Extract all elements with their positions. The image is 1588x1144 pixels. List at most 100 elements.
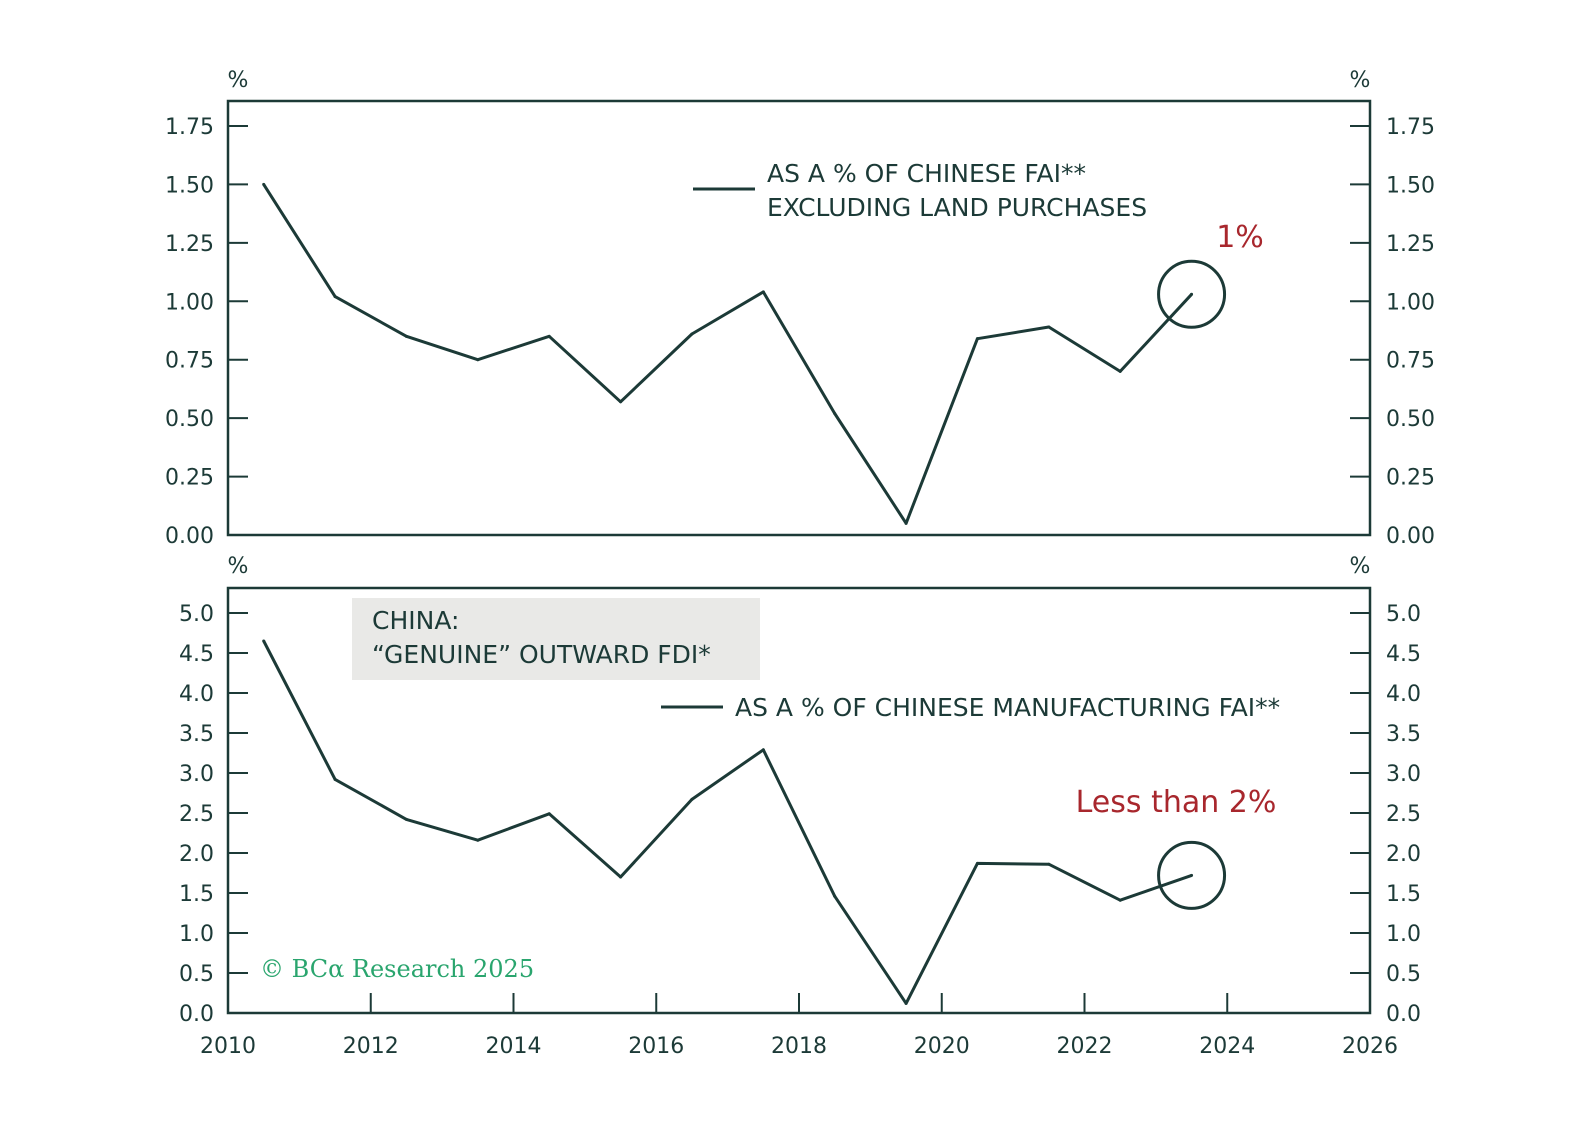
top-ytick-label-left: 1.25	[165, 232, 214, 257]
bottom-ytick-label-left: 2.5	[179, 802, 214, 827]
top-annotation: 1%	[1216, 220, 1264, 255]
bottom-ytick-label-left: 4.0	[179, 682, 214, 707]
top-series-line	[262, 183, 1193, 525]
bottom-ytick-label-right: 1.0	[1386, 922, 1421, 947]
top-data-point	[547, 334, 551, 338]
bottom-ytick-label-right: 0.5	[1386, 962, 1421, 987]
bottom-annotation: Less than 2%	[1076, 785, 1277, 820]
bottom-ytick-label-right: 3.0	[1386, 762, 1421, 787]
top-legend-line-1: AS A % OF CHINESE FAI**	[767, 159, 1086, 188]
bottom-ytick-label-left: 0.0	[179, 1002, 214, 1027]
bottom-ytick-label-right: 4.0	[1386, 682, 1421, 707]
bottom-ytick-label-left: 2.0	[179, 842, 214, 867]
top-data-point	[476, 358, 480, 362]
bottom-ytick-label-right: 1.5	[1386, 882, 1421, 907]
top-ytick-label-right: 1.75	[1386, 115, 1435, 140]
bottom-series-points	[262, 639, 1194, 1005]
bottom-data-point	[404, 817, 408, 821]
bottom-data-point	[1190, 873, 1194, 877]
x-tick-label: 2020	[914, 1034, 970, 1059]
top-legend: AS A % OF CHINESE FAI** EXCLUDING LAND P…	[693, 159, 1147, 222]
bottom-ytick-label-left: 4.5	[179, 642, 214, 667]
top-data-point	[1118, 369, 1122, 373]
bottom-ytick-label-right: 4.5	[1386, 642, 1421, 667]
title-line-2: “GENUINE” OUTWARD FDI*	[372, 640, 711, 669]
x-tick-label: 2018	[771, 1034, 827, 1059]
bottom-data-point	[262, 639, 266, 643]
x-tick-label: 2014	[486, 1034, 542, 1059]
bottom-data-point	[761, 748, 765, 752]
bottom-ytick-label-left: 5.0	[179, 602, 214, 627]
top-plot-frame	[226, 99, 1372, 537]
source-credit: © BCα Research 2025	[260, 955, 534, 983]
bottom-ytick-label-right: 2.5	[1386, 802, 1421, 827]
x-tick-label: 2016	[628, 1034, 684, 1059]
x-tick-label: 2026	[1342, 1034, 1398, 1059]
bottom-ytick-label-left: 1.0	[179, 922, 214, 947]
bottom-right-unit: %	[1350, 554, 1371, 579]
x-tick-label: 2024	[1199, 1034, 1255, 1059]
bottom-ytick-label-right: 3.5	[1386, 722, 1421, 747]
top-data-point	[619, 400, 623, 404]
top-data-point	[761, 290, 765, 294]
top-ytick-label-right: 0.00	[1386, 524, 1435, 549]
bottom-legend: AS A % OF CHINESE MANUFACTURING FAI**	[661, 693, 1280, 722]
bottom-panel: % % 0.0 0.0 0.5 0.5 1.0 1.0 1.5 1.5 2.0 2.0 2.5 2.5…	[179, 554, 1421, 1059]
bottom-data-point	[1047, 862, 1051, 866]
top-ytick-label-left: 0.00	[165, 524, 214, 549]
top-series-points	[262, 182, 1194, 525]
top-ytick-label-right: 1.50	[1386, 173, 1435, 198]
top-data-point	[690, 332, 694, 336]
bottom-highlight-circle	[1157, 840, 1227, 910]
title-line-1: CHINA:	[372, 606, 459, 635]
top-data-point	[262, 182, 266, 186]
bottom-data-point	[476, 838, 480, 842]
bottom-ytick-label-left: 1.5	[179, 882, 214, 907]
bottom-data-point	[833, 894, 837, 898]
top-data-point	[404, 334, 408, 338]
top-y-axis: 0.00 0.00 0.25 0.25 0.50 0.50 0.75 0.75 1.00 1.00…	[165, 115, 1435, 549]
top-ytick-label-left: 1.50	[165, 173, 214, 198]
top-right-unit: %	[1350, 68, 1371, 93]
bottom-left-unit: %	[228, 554, 249, 579]
top-ytick-label-left: 0.75	[165, 349, 214, 374]
bottom-series-line	[262, 640, 1193, 1005]
bottom-data-point	[690, 797, 694, 801]
x-tick-label: 2012	[343, 1034, 399, 1059]
top-data-point	[333, 295, 337, 299]
top-legend-line-2: EXCLUDING LAND PURCHASES	[767, 193, 1147, 222]
top-data-point	[904, 521, 908, 525]
chart-title: CHINA: “GENUINE” OUTWARD FDI*	[352, 598, 760, 680]
top-data-point	[1047, 325, 1051, 329]
bottom-data-point	[1118, 898, 1122, 902]
top-ytick-label-left: 0.25	[165, 466, 214, 491]
top-ytick-label-right: 0.50	[1386, 407, 1435, 432]
bottom-ytick-label-right: 5.0	[1386, 602, 1421, 627]
top-ytick-label-right: 0.25	[1386, 466, 1435, 491]
bottom-data-point	[333, 777, 337, 781]
top-data-point	[1190, 292, 1194, 296]
top-data-point	[833, 411, 837, 415]
top-data-point	[975, 337, 979, 341]
top-left-unit: %	[228, 68, 249, 93]
bottom-data-point	[547, 812, 551, 816]
top-ytick-label-right: 1.25	[1386, 232, 1435, 257]
bottom-ytick-label-right: 2.0	[1386, 842, 1421, 867]
top-panel: % % 0.00 0.00 0.25 0.25 0.50 0.50 0.75 0.75 1.00…	[165, 68, 1435, 549]
title-box	[352, 598, 760, 680]
x-tick-label: 2010	[200, 1034, 256, 1059]
top-ytick-label-left: 1.00	[165, 290, 214, 315]
bottom-data-point	[619, 875, 623, 879]
bottom-ytick-label-left: 3.5	[179, 722, 214, 747]
top-ytick-label-left: 1.75	[165, 115, 214, 140]
bottom-data-point	[904, 1001, 908, 1005]
top-highlight-circle	[1157, 259, 1227, 329]
bottom-data-point	[975, 861, 979, 865]
top-ytick-label-left: 0.50	[165, 407, 214, 432]
top-ytick-label-right: 1.00	[1386, 290, 1435, 315]
bottom-ytick-label-left: 3.0	[179, 762, 214, 787]
bottom-legend-label: AS A % OF CHINESE MANUFACTURING FAI**	[735, 693, 1280, 722]
x-axis: 2010 2012 2014 2016 2018 2020 2022 2024 2026	[200, 993, 1398, 1059]
x-tick-label: 2022	[1057, 1034, 1113, 1059]
